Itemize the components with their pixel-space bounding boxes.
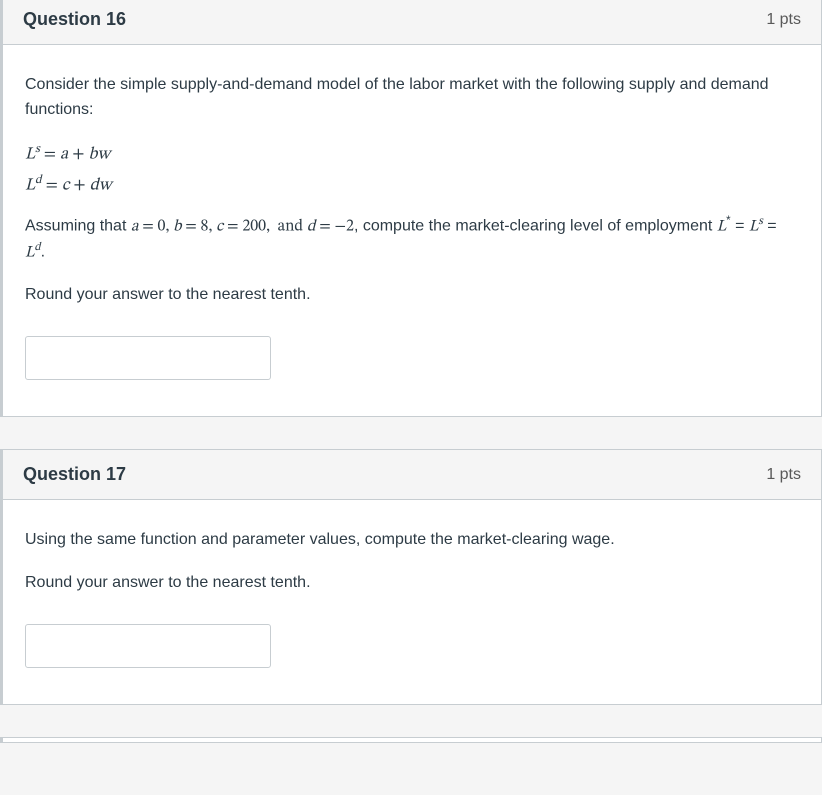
question-points: 1 pts [766,466,801,484]
assume-post: , compute the market-clearing level of e… [354,218,717,235]
question-header: Question 17 1 pts [3,450,821,500]
answer-input-q16[interactable] [25,336,271,380]
question-title: Question 17 [23,464,126,485]
question-text: Using the same function and parameter va… [25,528,799,553]
question-points: 1 pts [766,11,801,29]
question-title: Question 16 [23,9,126,30]
assume-pre: Assuming that [25,218,131,235]
question-intro: Consider the simple supply-and-demand mo… [25,73,799,123]
rounding-instruction: Round your answer to the nearest tenth. [25,283,799,308]
question-card-16: Question 16 1 pts Consider the simple su… [0,0,822,417]
equation-demand: Ld = c + dw [25,172,799,199]
assumption-text: Assuming that a = 0, b = 8, c = 200, and… [25,213,799,265]
question-body: Using the same function and parameter va… [3,500,821,704]
question-card-17: Question 17 1 pts Using the same functio… [0,449,822,705]
next-question-peek [0,737,822,743]
rounding-instruction: Round your answer to the nearest tenth. [25,571,799,596]
question-body: Consider the simple supply-and-demand mo… [3,45,821,416]
answer-input-q17[interactable] [25,624,271,668]
equation-supply: Ls = a + bw [25,141,799,168]
question-header: Question 16 1 pts [3,0,821,45]
